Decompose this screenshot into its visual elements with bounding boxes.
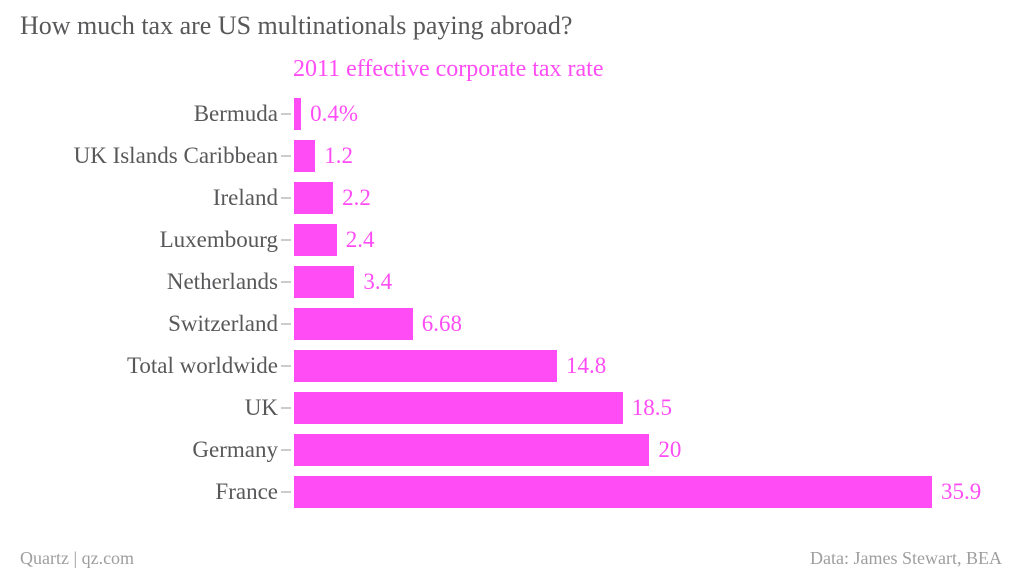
chart-row: UK Islands Caribbean 1.2: [0, 135, 1024, 177]
bar: [294, 182, 334, 214]
bar-track: 18.5: [294, 387, 1024, 429]
value-label: 20: [658, 437, 682, 462]
chart-row: Switzerland 6.68: [0, 303, 1024, 345]
axis-tick: [281, 197, 291, 199]
bar-track: 0.4%: [294, 93, 1024, 135]
axis-tick-cell: [278, 155, 294, 157]
value-label: 2.2: [342, 185, 371, 210]
axis-tick-cell: [278, 197, 294, 199]
bar: [294, 476, 932, 508]
value-label: 6.68: [421, 311, 462, 336]
bar: [294, 98, 302, 130]
category-label: France: [215, 479, 278, 504]
axis-tick: [281, 281, 291, 283]
bar: [294, 308, 413, 340]
axis-tick-cell: [278, 113, 294, 115]
chart-title: How much tax are US multinationals payin…: [20, 11, 573, 40]
axis-tick-cell: [278, 365, 294, 367]
chart-row: Bermuda 0.4%: [0, 93, 1024, 135]
source-credit: Quartz | qz.com: [20, 548, 135, 568]
category-label: Switzerland: [168, 311, 278, 336]
chart-row: Netherlands 3.4: [0, 261, 1024, 303]
chart-row: Total worldwide 14.8: [0, 345, 1024, 387]
category-label: Luxembourg: [159, 227, 278, 252]
bar: [294, 434, 650, 466]
axis-tick-cell: [278, 407, 294, 409]
axis-tick: [281, 449, 291, 451]
category-label: Total worldwide: [126, 353, 278, 378]
chart-row: Ireland 2.2: [0, 177, 1024, 219]
bar: [294, 392, 623, 424]
axis-tick: [281, 155, 291, 157]
bar: [294, 140, 316, 172]
value-label: 2.4: [345, 227, 375, 252]
chart-row: Germany 20: [0, 429, 1024, 471]
axis-tick-cell: [278, 491, 294, 493]
bar-chart: Bermuda 0.4% UK Islands Caribbean 1.2 Irelan…: [0, 93, 1024, 513]
category-label: Netherlands: [166, 269, 278, 294]
bar-track: 2.2: [294, 177, 1024, 219]
axis-tick-cell: [278, 281, 294, 283]
axis-tick-cell: [278, 449, 294, 451]
axis-tick: [281, 323, 291, 325]
value-label: 0.4%: [310, 101, 359, 126]
value-label: 3.4: [363, 269, 393, 294]
bar-track: 14.8: [294, 345, 1024, 387]
data-credit: Data: James Stewart, BEA: [810, 548, 1002, 568]
value-label: 14.8: [566, 353, 607, 378]
bar: [294, 224, 337, 256]
chart-row: Luxembourg 2.4: [0, 219, 1024, 261]
axis-tick-cell: [278, 323, 294, 325]
category-label: UK: [244, 395, 278, 420]
bar-track: 1.2: [294, 135, 1024, 177]
bar: [294, 350, 557, 382]
axis-tick: [281, 239, 291, 241]
category-label: UK Islands Caribbean: [73, 143, 278, 168]
chart-subtitle: 2011 effective corporate tax rate: [293, 56, 604, 82]
bar-track: 35.9: [294, 471, 1024, 513]
bar-track: 20: [294, 429, 1024, 471]
bar: [294, 266, 355, 298]
category-label: Bermuda: [193, 101, 278, 126]
bar-track: 2.4: [294, 219, 1024, 261]
value-label: 35.9: [941, 479, 982, 504]
bar-track: 3.4: [294, 261, 1024, 303]
chart-row: UK 18.5: [0, 387, 1024, 429]
value-label: 18.5: [631, 395, 673, 420]
value-label: 1.2: [324, 143, 354, 168]
axis-tick: [281, 113, 291, 115]
chart-row: France 35.9: [0, 471, 1024, 513]
category-label: Germany: [192, 437, 278, 462]
axis-tick-cell: [278, 239, 294, 241]
axis-tick: [281, 365, 291, 367]
bar-track: 6.68: [294, 303, 1024, 345]
axis-tick: [281, 407, 291, 409]
category-label: Ireland: [212, 185, 278, 210]
axis-tick: [281, 491, 291, 493]
